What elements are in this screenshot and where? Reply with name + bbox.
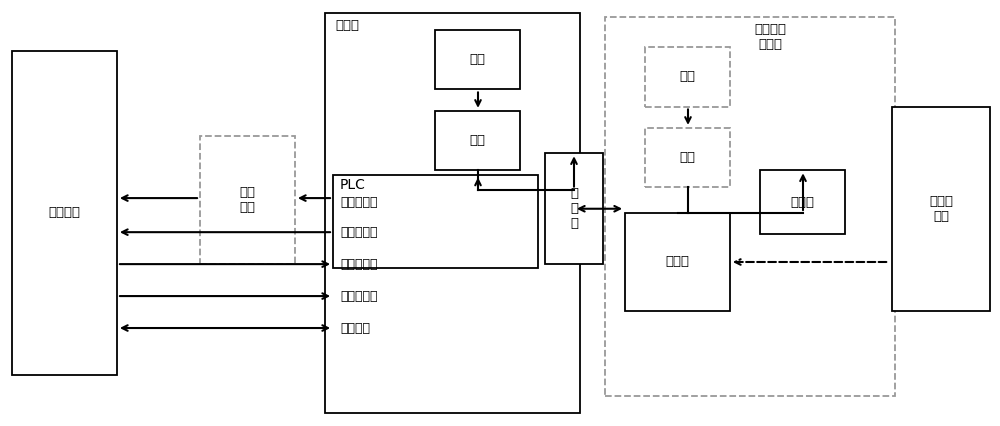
FancyBboxPatch shape (435, 30, 520, 89)
Text: 计算机: 计算机 (666, 256, 690, 268)
Text: 数字通讯: 数字通讯 (340, 322, 370, 334)
FancyBboxPatch shape (435, 111, 520, 170)
Text: 开关: 开关 (680, 151, 696, 164)
FancyBboxPatch shape (605, 17, 895, 396)
FancyBboxPatch shape (333, 175, 538, 268)
Text: 电源: 电源 (680, 70, 696, 83)
FancyBboxPatch shape (545, 153, 603, 264)
Text: PLC: PLC (340, 178, 366, 192)
FancyBboxPatch shape (760, 170, 845, 234)
Text: 指示灯: 指示灯 (790, 196, 814, 209)
FancyBboxPatch shape (200, 136, 295, 264)
Text: 运行数
据库: 运行数 据库 (929, 195, 953, 223)
Text: 模拟量输出: 模拟量输出 (340, 226, 378, 239)
Text: 路
由
器: 路 由 器 (570, 187, 578, 230)
FancyBboxPatch shape (645, 47, 730, 106)
Text: 数字量输入: 数字量输入 (340, 258, 378, 271)
Text: 人机界面
控制台: 人机界面 控制台 (754, 23, 786, 52)
Text: 继电
器柜: 继电 器柜 (240, 186, 256, 214)
Text: 控制柜: 控制柜 (335, 19, 359, 32)
Text: 数字量输出: 数字量输出 (340, 196, 378, 209)
FancyBboxPatch shape (645, 128, 730, 187)
FancyBboxPatch shape (625, 213, 730, 311)
Text: 待测对象: 待测对象 (48, 207, 80, 219)
FancyBboxPatch shape (325, 13, 580, 413)
Text: 开关: 开关 (470, 134, 486, 147)
Text: 模拟量输入: 模拟量输入 (340, 290, 378, 302)
Text: 电源: 电源 (470, 53, 486, 66)
FancyBboxPatch shape (892, 106, 990, 311)
FancyBboxPatch shape (12, 51, 117, 375)
